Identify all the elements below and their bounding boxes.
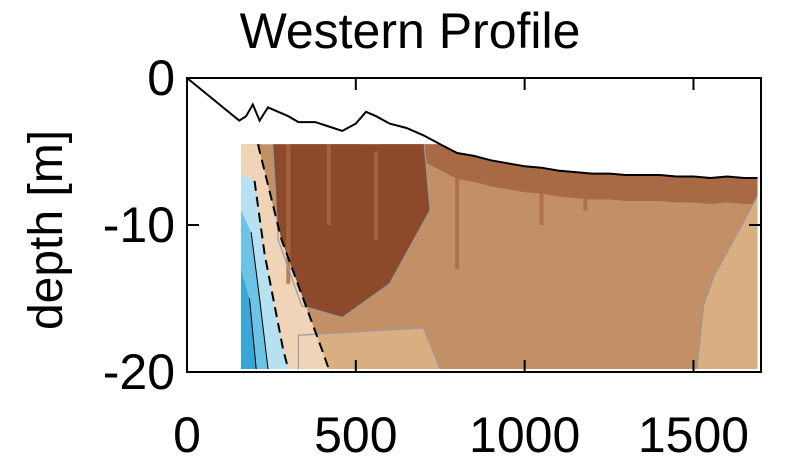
x-tick-label: 1000 bbox=[469, 407, 580, 462]
contour-line-dashed-2 bbox=[253, 180, 290, 370]
fill-region-mid-brown bbox=[246, 144, 758, 204]
contour-line-dashed-1 bbox=[256, 144, 330, 370]
contour-fill-layer bbox=[241, 144, 758, 370]
fill-region-deep-blue bbox=[241, 269, 257, 370]
x-tick-label: 500 bbox=[314, 407, 397, 462]
y-tick-label: 0 bbox=[147, 50, 175, 106]
streak-6 bbox=[634, 173, 639, 196]
contour-line-solid-2 bbox=[248, 298, 257, 370]
x-tick-label: 1500 bbox=[638, 407, 749, 462]
x-tick-label: 0 bbox=[173, 407, 201, 462]
contour-line-group bbox=[248, 144, 758, 370]
fill-region-light-tan bbox=[298, 327, 441, 370]
contour-fill-group bbox=[241, 144, 758, 370]
contour-lines bbox=[248, 144, 758, 370]
streak-1 bbox=[326, 144, 331, 225]
streak-0 bbox=[286, 144, 291, 284]
streak-3 bbox=[455, 166, 460, 270]
contour-line-solid-1 bbox=[250, 232, 269, 370]
contour-line-right bbox=[696, 195, 758, 370]
contour-line-light-tan bbox=[297, 327, 441, 370]
y-tick-label: -10 bbox=[103, 197, 175, 253]
axis-ticks: 0 500 1000 1500 0 -10 -20 bbox=[103, 50, 761, 462]
streak-4 bbox=[539, 166, 544, 225]
y-tick-label: -20 bbox=[103, 344, 175, 400]
bathymetry-line bbox=[187, 78, 758, 180]
contour-line-dark-brown bbox=[270, 144, 431, 319]
chart-title: Western Profile bbox=[240, 3, 581, 59]
streak-2 bbox=[374, 151, 379, 240]
fill-region-light-tan-right bbox=[696, 195, 758, 370]
y-axis-label: depth [m] bbox=[20, 130, 73, 330]
bathymetry-layer bbox=[187, 78, 758, 180]
fill-region-dark-brown bbox=[271, 144, 431, 318]
streak-5 bbox=[583, 166, 588, 211]
